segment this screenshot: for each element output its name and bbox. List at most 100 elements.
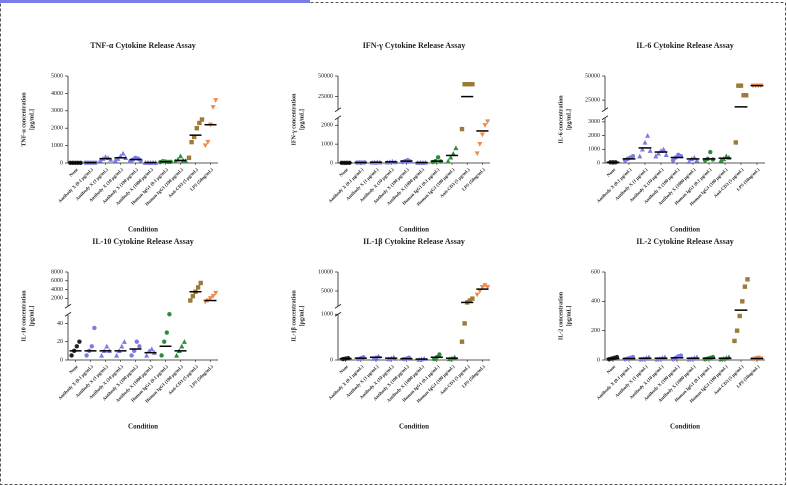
selection-bar — [0, 0, 310, 3]
y-tick-label: 2000 — [588, 133, 600, 139]
data-point — [470, 296, 475, 301]
y-axis-label: IFN-γ concentration — [291, 93, 297, 146]
data-point — [477, 141, 483, 147]
data-point — [167, 312, 172, 317]
data-point — [194, 126, 199, 131]
data-point — [205, 139, 211, 145]
data-point — [195, 285, 201, 290]
axis-break — [334, 107, 342, 113]
data-point — [470, 82, 475, 87]
chart-title: IFN-γ Cytokine Release Assay — [363, 41, 466, 50]
data-point — [479, 132, 485, 138]
data-point — [459, 126, 465, 132]
data-point — [448, 154, 454, 160]
data-point — [678, 353, 684, 358]
y-axis-label: IL-2 concentration — [558, 291, 564, 340]
data-point — [462, 82, 467, 87]
data-point — [149, 346, 155, 352]
data-point — [437, 352, 442, 357]
data-point — [686, 159, 692, 164]
data-point — [742, 284, 748, 289]
data-point — [159, 353, 164, 358]
data-point — [213, 290, 219, 296]
chart-title: IL-6 Cytokine Release Assay — [636, 41, 734, 50]
axis-break — [601, 107, 609, 113]
data-point — [370, 356, 376, 361]
data-point — [723, 153, 729, 159]
data-point — [186, 155, 192, 160]
y-axis-label: [pg/mL] — [299, 109, 305, 130]
axis-break — [601, 115, 609, 121]
data-point — [738, 83, 744, 88]
data-point — [642, 139, 648, 145]
y-tick-label: 200 — [591, 328, 600, 334]
x-axis-label: Condition — [128, 423, 158, 431]
data-point — [210, 293, 216, 299]
x-axis-label: Condition — [399, 423, 429, 431]
y-axis-label: [pg/mL] — [299, 305, 305, 326]
data-point — [119, 343, 125, 349]
data-point — [146, 348, 152, 354]
data-point — [120, 150, 126, 156]
data-point — [718, 157, 724, 163]
y-axis-label: IL-10 concentration — [21, 290, 27, 342]
chart-title: IL-10 Cytokine Release Assay — [92, 237, 194, 246]
data-point — [474, 292, 480, 298]
y-axis-label: TNF-α concentration — [21, 92, 27, 147]
data-point — [179, 343, 185, 349]
data-point — [741, 93, 746, 98]
y-tick-label: 1000 — [588, 147, 600, 153]
data-point — [485, 285, 491, 290]
data-point — [736, 83, 741, 88]
data-point — [74, 344, 80, 349]
y-tick-label: 2000 — [51, 296, 63, 302]
data-point — [467, 298, 472, 303]
data-point — [639, 146, 645, 152]
y-tick-label: 1000 — [321, 142, 333, 148]
data-point — [733, 140, 738, 145]
data-point — [459, 339, 465, 344]
y-axis-label: [pg/mL] — [29, 109, 35, 130]
y-axis-label: IL-1β concentration — [291, 290, 297, 342]
data-point — [114, 352, 120, 358]
data-point — [189, 139, 194, 145]
data-point — [97, 157, 103, 163]
data-point — [112, 157, 118, 163]
data-point — [188, 298, 193, 303]
y-tick-label: 0 — [330, 357, 333, 363]
axis-break — [64, 303, 72, 309]
y-tick-label: 3000 — [51, 108, 63, 114]
data-point — [99, 352, 105, 358]
x-tick-label: None — [68, 167, 79, 178]
y-tick-label: 25000 — [585, 97, 600, 103]
y-tick-label: 25000 — [318, 94, 333, 100]
y-tick-label: 0 — [330, 160, 333, 166]
y-tick-label: 0 — [597, 357, 600, 363]
x-axis-label: Condition — [670, 423, 700, 431]
y-tick-label: 40 — [57, 321, 63, 327]
data-point — [477, 288, 483, 294]
x-tick-label: None — [68, 364, 79, 375]
y-tick-label: 6000 — [51, 278, 63, 284]
y-tick-label: 1000 — [51, 143, 63, 149]
y-tick-label: 4000 — [51, 287, 63, 293]
data-point — [77, 339, 82, 344]
data-point — [144, 352, 150, 358]
data-point — [192, 134, 197, 140]
axis-break — [334, 303, 342, 309]
data-point — [694, 157, 700, 163]
data-point — [445, 158, 451, 164]
data-point — [84, 353, 89, 358]
data-point — [462, 321, 467, 326]
y-axis-label: IL-6 concentration — [558, 95, 564, 144]
y-axis-label: [pg/mL] — [566, 109, 572, 130]
data-point — [661, 146, 667, 152]
x-tick-label: None — [338, 167, 349, 178]
y-tick-label: 50000 — [318, 73, 333, 79]
axis-break — [64, 311, 72, 317]
data-point — [181, 339, 187, 344]
data-point — [734, 328, 740, 333]
y-tick-label: 0 — [60, 357, 63, 363]
data-point — [653, 153, 659, 159]
